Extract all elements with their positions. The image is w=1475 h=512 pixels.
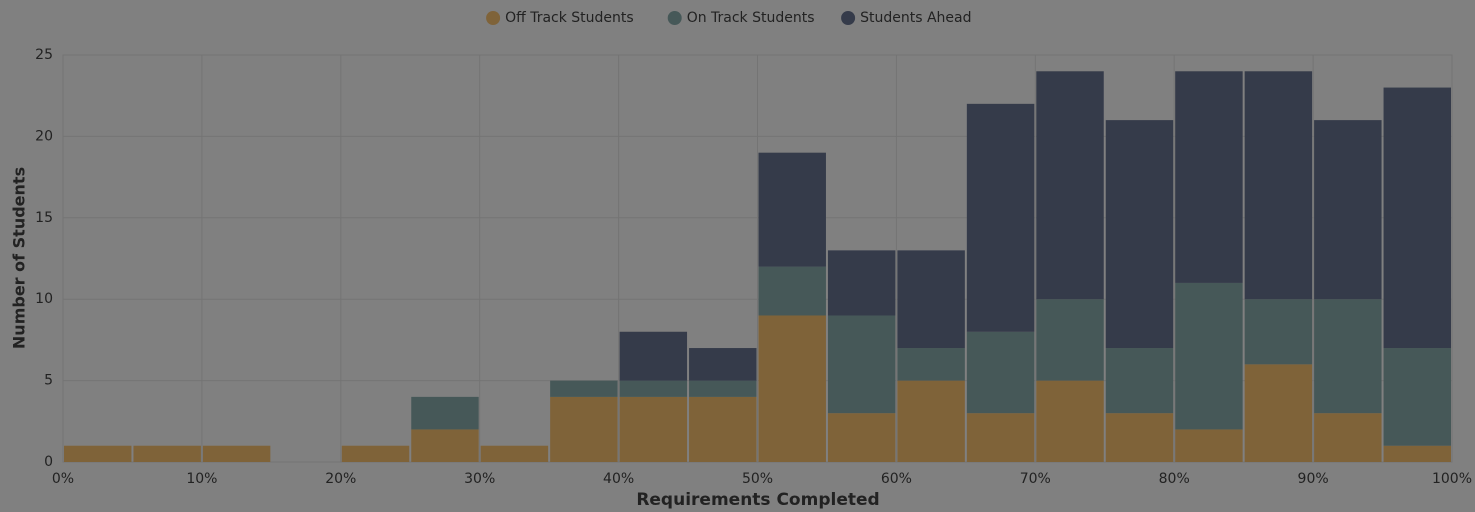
legend-label: Off Track Students bbox=[505, 10, 634, 26]
bar-segment bbox=[827, 250, 896, 316]
bar-segment bbox=[689, 348, 757, 381]
bar-segment bbox=[619, 380, 688, 397]
bar-segment bbox=[1105, 120, 1174, 349]
bar-segment bbox=[1175, 429, 1243, 462]
bar-segment bbox=[758, 152, 826, 267]
bar-segment bbox=[966, 331, 1035, 414]
x-tick-label: 0% bbox=[52, 471, 74, 487]
bar-segment bbox=[897, 348, 965, 381]
bar-segment bbox=[480, 445, 549, 462]
legend-label: On Track Students bbox=[687, 10, 815, 26]
x-tick-label: 20% bbox=[325, 471, 356, 487]
legend-swatch bbox=[486, 11, 501, 25]
bar-segment bbox=[133, 445, 201, 462]
bar-segment bbox=[897, 380, 965, 462]
legend-label: Students Ahead bbox=[860, 10, 971, 26]
bar-segment bbox=[758, 266, 826, 316]
bar-segment bbox=[1314, 120, 1382, 300]
bar-segment bbox=[1244, 71, 1313, 300]
bar-segment bbox=[1383, 87, 1451, 349]
bar-segment bbox=[1314, 299, 1382, 414]
bar-segment bbox=[1314, 413, 1382, 462]
bar-segment bbox=[1036, 380, 1104, 462]
bar-segment bbox=[1175, 282, 1243, 430]
legend-swatch bbox=[841, 11, 856, 25]
bar-segment bbox=[1175, 71, 1243, 283]
y-axis-title: Number of Students bbox=[10, 167, 29, 349]
bar-segment bbox=[689, 396, 757, 462]
bar-segment bbox=[966, 103, 1035, 332]
x-tick-label: 60% bbox=[881, 471, 912, 487]
bar-segment bbox=[619, 331, 688, 381]
x-tick-label: 80% bbox=[1159, 471, 1190, 487]
y-tick-label: 5 bbox=[44, 373, 53, 389]
bar-segment bbox=[1036, 71, 1104, 300]
bar-segment bbox=[550, 380, 618, 397]
bar-segment bbox=[64, 445, 132, 462]
y-tick-label: 0 bbox=[44, 454, 53, 470]
x-tick-label: 40% bbox=[603, 471, 634, 487]
bar-segment bbox=[411, 429, 479, 462]
bar-segment bbox=[1383, 445, 1451, 462]
bar-segment bbox=[1383, 348, 1451, 446]
x-axis-title: Requirements Completed bbox=[636, 490, 879, 510]
bar-segment bbox=[619, 396, 688, 462]
bar-segment bbox=[341, 445, 410, 462]
bar-segment bbox=[966, 413, 1035, 462]
bar-segment bbox=[827, 413, 896, 462]
x-tick-label: 30% bbox=[464, 471, 495, 487]
bar-segment bbox=[827, 315, 896, 414]
x-tick-label: 50% bbox=[742, 471, 773, 487]
y-tick-label: 10 bbox=[35, 291, 53, 307]
bar-segment bbox=[1244, 299, 1313, 365]
bar-segment bbox=[550, 396, 618, 462]
y-tick-label: 15 bbox=[35, 210, 53, 226]
bar-segment bbox=[411, 396, 479, 430]
bar-segment bbox=[1244, 364, 1313, 462]
y-tick-label: 25 bbox=[35, 47, 53, 63]
x-tick-label: 10% bbox=[186, 471, 217, 487]
bar-segment bbox=[1105, 348, 1174, 414]
bar-segment bbox=[689, 380, 757, 397]
bar-segment bbox=[202, 445, 271, 462]
legend-swatch bbox=[667, 11, 682, 25]
bar-segment bbox=[897, 250, 965, 349]
bar-segment bbox=[1105, 413, 1174, 462]
x-tick-label: 90% bbox=[1298, 471, 1329, 487]
bar-segment bbox=[1036, 299, 1104, 381]
y-tick-label: 20 bbox=[35, 128, 53, 144]
x-tick-label: 100% bbox=[1432, 471, 1472, 487]
x-tick-label: 70% bbox=[1020, 471, 1051, 487]
bar-segment bbox=[758, 315, 826, 462]
